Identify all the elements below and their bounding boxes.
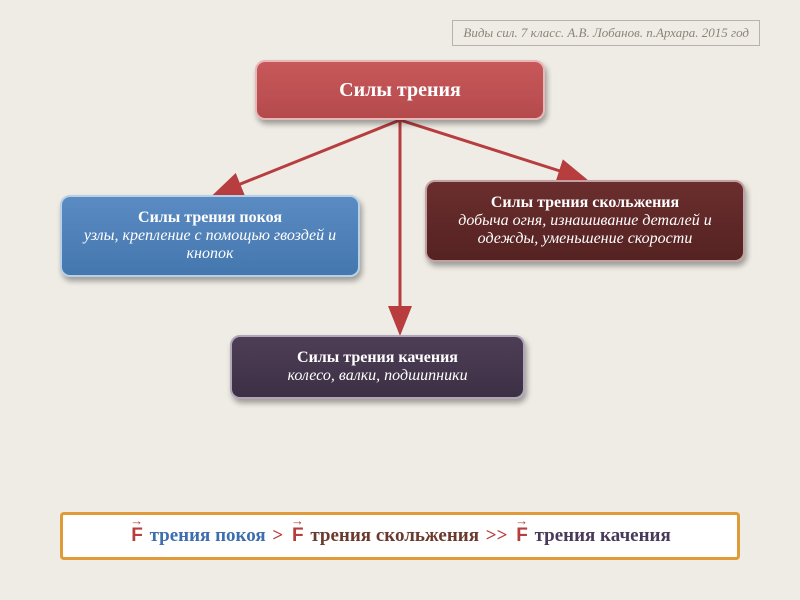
formula-label: трения качения <box>535 525 671 546</box>
header-text: Виды сил. 7 класс. А.В. Лобанов. п.Архар… <box>463 25 749 40</box>
root-node: Силы трения <box>255 60 545 120</box>
root-label: Силы трения <box>339 79 461 102</box>
child-title: Силы трения качения <box>246 349 509 367</box>
child-title: Силы трения скольжения <box>441 194 729 212</box>
formula-label: трения покоя <box>150 525 266 546</box>
formula-op: >> <box>486 525 508 546</box>
child-node-rest: Силы трения покоя узлы, крепление с помо… <box>60 195 360 277</box>
formula-label: трения скольжения <box>310 525 479 546</box>
child-node-rolling: Силы трения качения колесо, валки, подши… <box>230 335 525 399</box>
formula-symbol: F <box>292 525 304 547</box>
formula-symbol: F <box>516 525 528 547</box>
child-subtitle: узлы, крепление с помощью гвоздей и кноп… <box>76 227 344 263</box>
slide-header: Виды сил. 7 класс. А.В. Лобанов. п.Архар… <box>452 20 760 46</box>
formula-box: F трения покоя > F трения скольжения >> … <box>60 512 740 560</box>
child-node-sliding: Силы трения скольжения добыча огня, изна… <box>425 180 745 262</box>
child-title: Силы трения покоя <box>76 209 344 227</box>
formula-symbol: F <box>131 525 143 547</box>
child-subtitle: добыча огня, изнашивание деталей и одежд… <box>441 212 729 248</box>
child-subtitle: колесо, валки, подшипники <box>246 367 509 385</box>
slide-canvas: Виды сил. 7 класс. А.В. Лобанов. п.Архар… <box>0 0 800 600</box>
formula-op: > <box>272 525 283 546</box>
